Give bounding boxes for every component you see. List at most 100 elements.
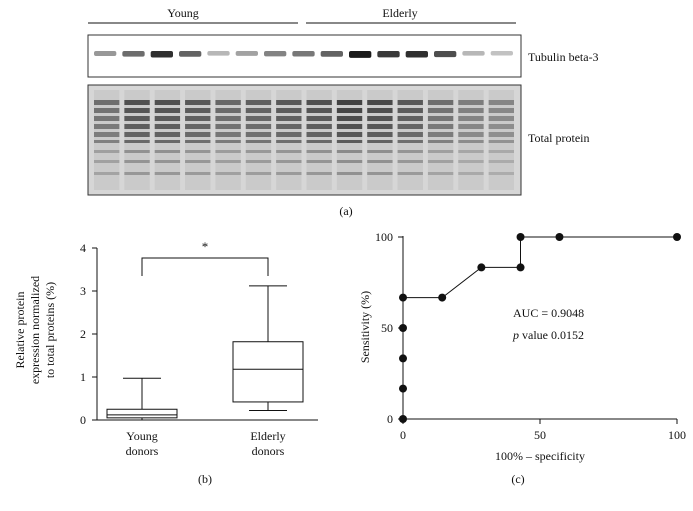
young-group-label: Young [167,6,198,20]
total-protein-band [245,116,272,121]
total-protein-band [458,172,484,175]
boxplot-category-label: donors [252,444,285,458]
total-protein-band [427,100,454,105]
panel-label-a: (a) [339,204,352,218]
total-protein-band [488,108,514,113]
total-protein-band [124,140,150,143]
total-protein-band [276,108,302,113]
roc-point [516,263,525,272]
total-protein-band [154,132,181,137]
roc-point [399,324,407,332]
roc-point [555,233,564,241]
total-protein-band [154,108,181,113]
total-protein-band [397,100,423,105]
total-protein-lanes [94,90,514,190]
total-protein-band [306,140,332,143]
tubulin-band [235,51,258,56]
total-protein-band [245,150,272,153]
total-protein-band [336,150,363,153]
total-protein-band [367,140,393,143]
total-protein-band [185,150,211,153]
total-protein-band [215,124,241,129]
total-protein-band [336,124,363,129]
boxplot-y-tick-label: 3 [80,284,86,298]
total-protein-band [94,132,120,137]
tubulin-bands [94,51,513,58]
total-protein-band [306,100,332,105]
total-protein-band [458,124,484,129]
total-protein-band [124,150,150,153]
total-protein-band [245,160,272,163]
p-value-text: p value 0.0152 [512,328,584,342]
tubulin-band [150,51,173,58]
total-protein-band [276,160,302,163]
tubulin-band [434,51,457,58]
total-protein-band [488,100,514,105]
tubulin-band [405,51,428,58]
total-protein-band [397,150,423,153]
total-protein-band [427,150,454,153]
roc-ticks: 0 50 100 0 50 100 [375,230,686,442]
tubulin-band [292,51,315,57]
total-protein-band [94,116,120,121]
total-protein-band [367,172,393,175]
total-protein-band [276,116,302,121]
total-protein-band [397,140,423,143]
total-protein-band [488,150,514,153]
total-protein-band [185,160,211,163]
boxplot-category-label: donors [126,444,159,458]
tubulin-band [207,51,230,56]
total-protein-band [94,172,120,175]
total-protein-band [94,140,120,143]
total-protein-band [397,116,423,121]
total-protein-band [124,172,150,175]
elderly-group-label: Elderly [382,6,417,20]
boxplot-y-ticks: 0 1 2 3 4 [80,241,97,427]
roc-y-tick-label: 50 [381,321,393,335]
roc-y-tick-label: 100 [375,230,393,244]
total-protein-band [245,140,272,143]
total-protein-band [367,124,393,129]
significance-star: * [202,239,209,254]
panel-label-c: (c) [511,472,524,486]
tubulin-band [122,51,145,57]
roc-x-tick-label: 100 [668,428,686,442]
total-protein-band [215,150,241,153]
p-value-rest: value 0.0152 [519,328,584,342]
total-protein-band [397,172,423,175]
total-protein-band [367,150,393,153]
total-protein-band [154,150,181,153]
total-protein-band [185,132,211,137]
total-protein-band [215,108,241,113]
total-protein-band [276,100,302,105]
total-protein-band [185,140,211,143]
total-protein-band [185,108,211,113]
total-protein-band [215,172,241,175]
total-protein-band [306,108,332,113]
boxplot-y-tick-label: 0 [80,413,86,427]
roc-point [399,354,407,363]
total-protein-band [458,100,484,105]
total-protein-band [488,132,514,137]
total-protein-band [397,108,423,113]
total-protein-band [336,132,363,137]
roc-x-axis-label: 100% – specificity [495,449,585,463]
total-protein-band [427,160,454,163]
p-symbol: p [512,328,519,342]
total-protein-band [458,108,484,113]
auc-text: AUC = 0.9048 [513,306,584,320]
boxplot-y-axis-label: Relative protein expression normalized to … [13,276,57,384]
total-protein-band [397,160,423,163]
total-protein-band [458,132,484,137]
total-protein-band [427,132,454,137]
total-protein-band [215,140,241,143]
total-protein-band [245,124,272,129]
roc-y-tick-label: 0 [387,412,393,426]
total-protein-band [336,160,363,163]
total-protein-band [427,116,454,121]
total-protein-band [367,160,393,163]
total-protein-band [185,172,211,175]
total-protein-band [458,150,484,153]
